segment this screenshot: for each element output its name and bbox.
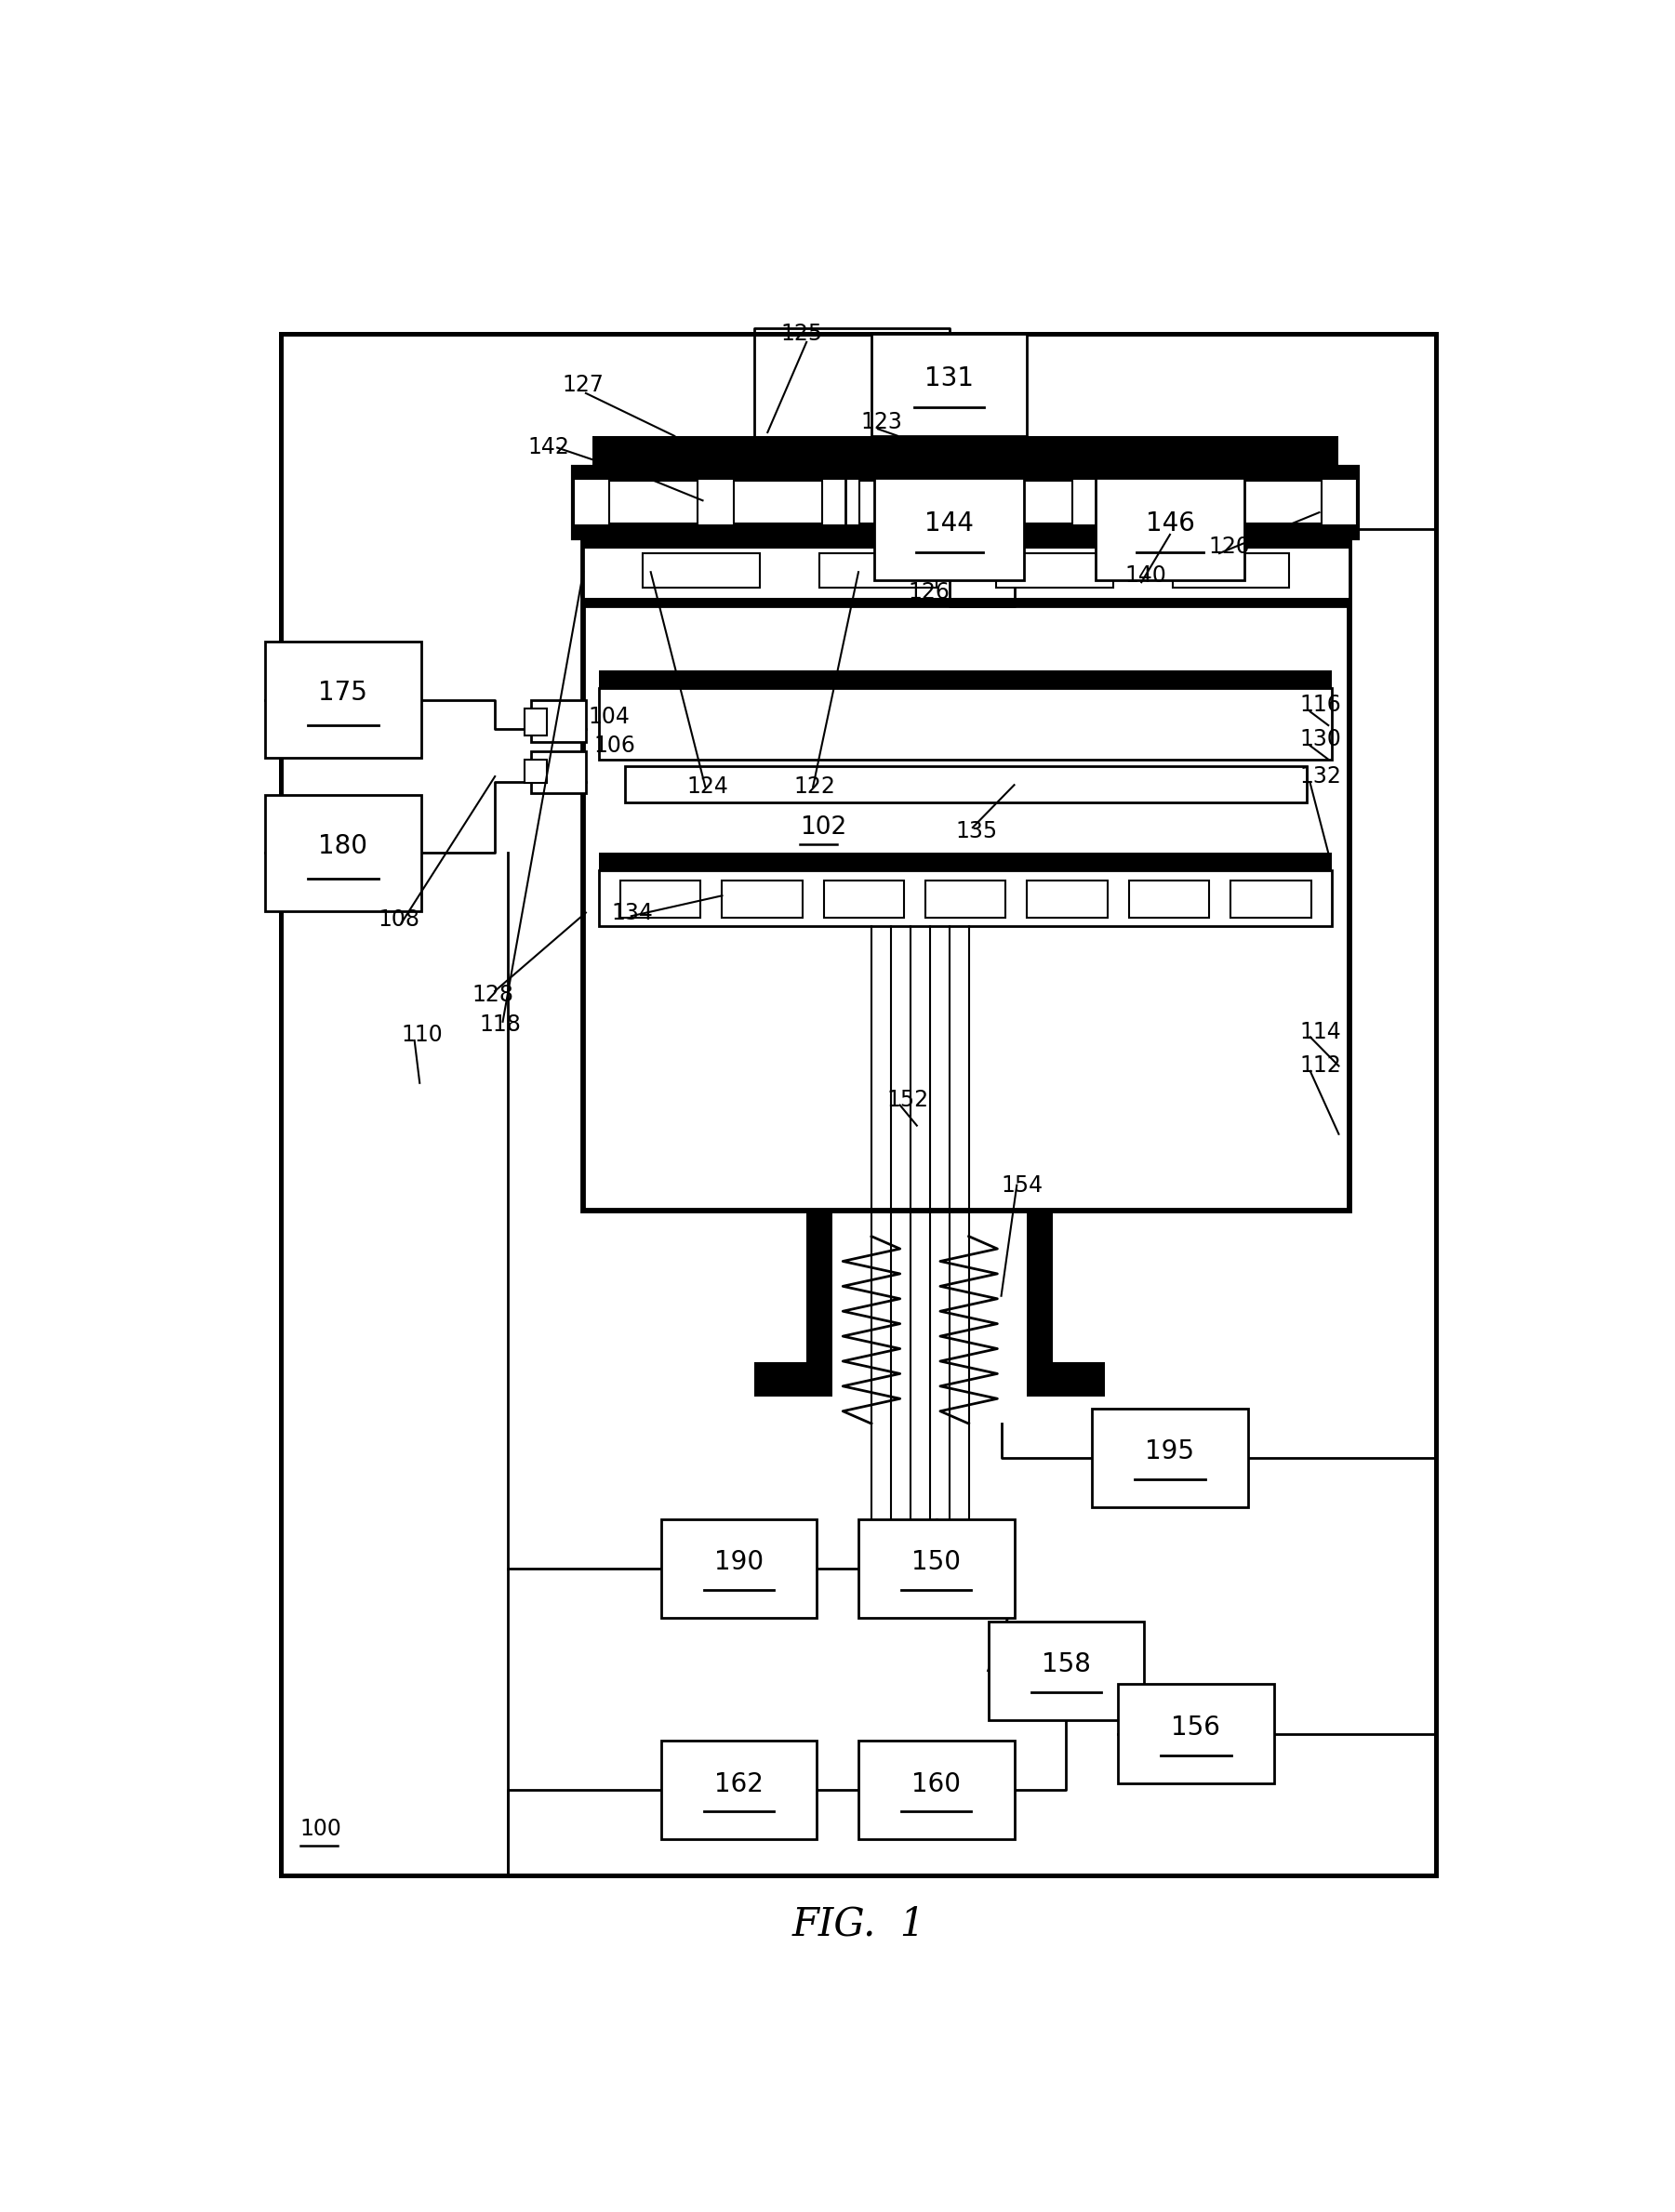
Bar [997, 553, 1112, 588]
Bar [988, 1621, 1144, 1721]
Bar [819, 553, 936, 588]
Text: 175: 175 [318, 679, 368, 706]
Bar [583, 535, 1348, 549]
Bar [583, 597, 1348, 606]
Bar [573, 467, 1358, 538]
Bar [874, 478, 1023, 580]
Bar [734, 480, 822, 524]
Bar [625, 765, 1307, 803]
Text: 126: 126 [908, 582, 950, 604]
Bar [754, 1363, 832, 1396]
Text: 102: 102 [801, 816, 848, 841]
Text: 110: 110 [402, 1024, 444, 1046]
Bar [1231, 880, 1312, 918]
Bar [1129, 880, 1209, 918]
Bar [573, 524, 1358, 538]
Text: 160: 160 [911, 1772, 961, 1796]
Bar [1233, 480, 1322, 524]
Bar [662, 1520, 817, 1617]
Bar [1095, 478, 1245, 580]
Text: 125: 125 [781, 323, 822, 345]
Text: 118: 118 [479, 1013, 521, 1035]
Text: 134: 134 [611, 902, 653, 925]
Bar [824, 880, 904, 918]
Bar [859, 1741, 1015, 1838]
Text: 154: 154 [1002, 1175, 1044, 1197]
Bar [643, 553, 760, 588]
Bar [807, 1210, 832, 1363]
Bar [1092, 1409, 1248, 1506]
Bar [859, 1520, 1015, 1617]
Bar [1119, 1683, 1275, 1783]
Text: 114: 114 [1300, 1020, 1342, 1044]
Text: 162: 162 [715, 1772, 764, 1796]
Text: 140: 140 [1124, 564, 1166, 586]
Bar [1027, 1363, 1106, 1396]
Bar [265, 641, 420, 759]
Bar [925, 880, 1005, 918]
Text: 104: 104 [588, 706, 630, 728]
Bar [600, 854, 1332, 869]
Text: 158: 158 [1042, 1652, 1090, 1677]
Bar [1109, 480, 1198, 524]
Bar [583, 538, 1348, 1210]
Text: 135: 135 [956, 821, 998, 843]
Text: 144: 144 [925, 511, 973, 535]
Bar [531, 699, 586, 743]
Text: 112: 112 [1300, 1055, 1342, 1077]
Text: 122: 122 [794, 776, 836, 799]
Text: 120: 120 [1209, 535, 1251, 557]
Bar [593, 436, 1338, 469]
Text: 180: 180 [318, 834, 368, 858]
Bar [983, 480, 1072, 524]
Text: 150: 150 [911, 1548, 961, 1575]
Text: 108: 108 [379, 909, 420, 931]
Text: 106: 106 [593, 734, 635, 757]
Bar [722, 880, 802, 918]
Text: 146: 146 [1146, 511, 1194, 535]
Text: 128: 128 [472, 984, 514, 1006]
Bar [524, 759, 548, 783]
Bar [1027, 880, 1107, 918]
Bar [871, 334, 1027, 436]
Text: 152: 152 [888, 1088, 930, 1110]
Text: 100: 100 [300, 1818, 342, 1840]
Bar [265, 794, 420, 911]
Text: 116: 116 [1300, 695, 1342, 717]
Bar [600, 670, 1332, 688]
Bar [583, 535, 1348, 606]
Bar [600, 869, 1332, 927]
Bar [610, 480, 698, 524]
Text: 130: 130 [1300, 728, 1342, 750]
Text: 190: 190 [714, 1548, 764, 1575]
Bar [662, 1741, 817, 1838]
Text: 195: 195 [1146, 1438, 1194, 1464]
Bar [1172, 553, 1290, 588]
Bar [620, 880, 700, 918]
Bar [859, 480, 948, 524]
Text: 123: 123 [861, 411, 903, 434]
Text: 124: 124 [687, 776, 729, 799]
Bar [524, 708, 548, 737]
Text: 131: 131 [925, 365, 973, 392]
Bar [573, 467, 1358, 480]
Bar [281, 334, 1435, 1876]
Bar [600, 688, 1332, 759]
Text: 156: 156 [1171, 1714, 1221, 1741]
Text: 127: 127 [563, 374, 605, 396]
Bar [1027, 1210, 1054, 1363]
Text: 142: 142 [528, 436, 570, 458]
Bar [531, 750, 586, 794]
Text: FIG.  1: FIG. 1 [792, 1905, 925, 1944]
Text: 132: 132 [1300, 765, 1342, 787]
